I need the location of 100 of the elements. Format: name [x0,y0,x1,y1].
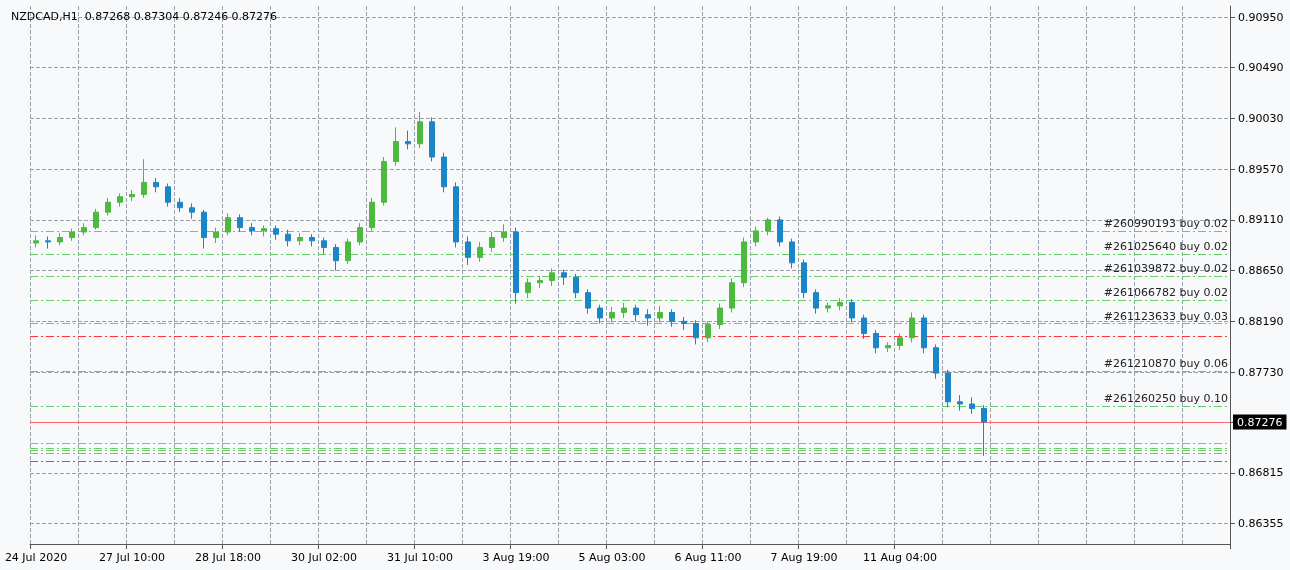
candlestick [297,232,303,246]
y-tick-label: 0.90490 [1238,61,1284,75]
chart-title: NZDCAD,H1 0.87268 0.87304 0.87246 0.87276 [11,10,278,23]
candlestick [381,156,387,207]
candlestick [429,116,435,162]
x-tick-label: 5 Aug 03:00 [578,551,646,564]
candlestick [585,288,591,315]
candlestick [789,238,795,269]
candlestick [369,197,375,232]
candlestick [957,394,963,412]
candlestick [501,223,507,243]
x-tick-label: 3 Aug 19:00 [482,551,550,564]
candlestick [273,224,279,241]
x-tick-label: 11 Aug 04:00 [862,551,938,564]
ref-line-label: #261025640 buy 0.02 [1103,240,1228,254]
candlestick [657,305,663,323]
y-tick-label: 0.87730 [1238,365,1284,379]
candlestick [141,158,147,199]
candlestick [357,222,363,246]
candlestick [201,209,207,250]
candlestick [81,222,87,236]
candlestick [321,237,327,255]
candlestick [477,241,483,263]
candlestick [537,275,543,289]
candlestick [345,238,351,265]
candlestick [417,111,423,149]
candlestick [453,181,459,248]
ref-line-label: 0.87276 [1237,415,1283,429]
y-tick-label: 0.88190 [1238,314,1284,328]
candlestick [333,243,339,272]
candlestick [885,341,891,353]
candlestick [765,217,771,236]
candlestick [393,126,399,167]
candlestick [129,189,135,202]
candlestick [153,177,159,193]
candlestick [861,314,867,340]
x-tick-label: 27 Jul 10:00 [99,551,165,564]
candlestick [717,303,723,330]
candlestick [249,222,255,236]
x-tick-label: 31 Jul 10:00 [387,551,453,564]
y-tick-label: 0.86355 [1238,517,1284,531]
candlestick [513,227,519,305]
ref-line-label: #261066782 buy 0.02 [1103,286,1228,300]
candlestick [837,297,843,311]
candlestick [873,329,879,354]
ref-line-label: #261210870 buy 0.06 [1103,356,1228,370]
candlestick [849,298,855,323]
candlestick [213,227,219,244]
candlestick [525,277,531,299]
candlestick [309,233,315,247]
candlestick [33,234,39,248]
candlestick [609,306,615,323]
ref-line-label: #261039872 buy 0.02 [1103,262,1228,276]
candlestick [705,320,711,343]
candlestick [693,319,699,345]
candlestick [117,192,123,208]
candlestick [405,130,411,150]
candlestick [69,228,75,242]
candlestick [981,404,987,457]
candlestick [285,229,291,247]
candlestick [105,197,111,216]
candlestick [909,311,915,343]
y-tick-label: 0.89570 [1238,162,1284,176]
candlestick [933,343,939,380]
candlestick [597,304,603,325]
ref-line-label: #260990193 buy 0.02 [1103,216,1228,230]
candlestick [645,308,651,327]
candlestick [261,224,267,237]
candlestick [573,273,579,299]
candlestick [897,332,903,351]
y-tick-label: 0.90950 [1238,10,1284,24]
candlestick [945,369,951,408]
candlestick [57,232,63,246]
candlestick [165,183,171,208]
candlestick [237,213,243,233]
candlestick [681,316,687,331]
candlestick [801,259,807,299]
ref-line-label: #261123633 buy 0.03 [1103,309,1228,323]
candlestick [561,268,567,286]
candlestick [441,152,447,193]
y-tick-label: 0.86815 [1238,466,1284,480]
candlestick [669,308,675,328]
candlestick [921,314,927,354]
candlestick [45,235,51,250]
x-tick-label: 28 Jul 18:00 [195,551,261,564]
candlestick [93,208,99,231]
candlestick [969,396,975,415]
candlestick [633,304,639,322]
candlestick [621,302,627,319]
y-tick-label: 0.89110 [1238,213,1284,227]
x-tick-label: 6 Aug 11:00 [674,551,742,564]
y-tick-label: 0.88650 [1238,264,1284,278]
candlestick [549,267,555,287]
ref-line-label: #261260250 buy 0.10 [1103,392,1228,406]
candlestick [177,197,183,213]
x-tick-label: 24 Jul 2020 [4,551,68,564]
candlestick [465,235,471,266]
candlestick [189,202,195,220]
y-tick-label: 0.90030 [1238,111,1284,125]
candlestick [777,216,783,247]
